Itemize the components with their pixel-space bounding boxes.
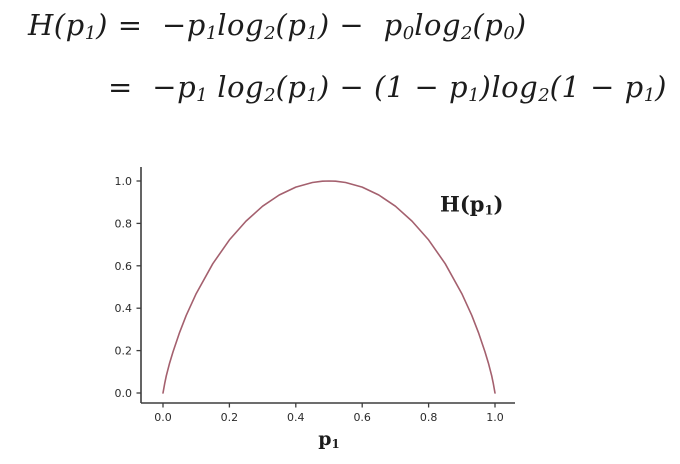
y-tick-label: 1.0	[115, 175, 133, 188]
entropy-curve	[162, 180, 496, 394]
y-tick-label: 0.8	[115, 217, 133, 230]
entropy-chart-svg: 0.0 0.2 0.4 0.6 0.8 1.0 0.0 0.2 0.4 0.6 0.8 1.0 p1 H(…	[115, 167, 515, 451]
entropy-formula-line-1: H(p1) = −p1log2(p1) − p0log2(p0)	[28, 8, 527, 44]
x-tick-label: 0.0	[154, 411, 172, 424]
entropy-chart: 0.0 0.2 0.4 0.6 0.8 1.0 0.0 0.2 0.4 0.6 0.8 1.0 p1 H(…	[90, 150, 560, 460]
y-tick-label: 0.0	[115, 387, 133, 400]
x-tick-label: 1.0	[486, 411, 504, 424]
x-axis-label: p1	[318, 428, 339, 451]
y-tick-label: 0.6	[115, 260, 133, 273]
y-tick-label: 0.2	[115, 345, 133, 358]
x-tick-label: 0.4	[287, 411, 305, 424]
y-tick-label: 0.4	[115, 302, 133, 315]
x-tick-label: 0.2	[221, 411, 239, 424]
entropy-formula-line-2: = −p1 log2(p1) − (1 − p1)log2(1 − p1)	[108, 70, 667, 106]
x-tick-label: 0.8	[420, 411, 438, 424]
chart-annotation: H(p1)	[440, 191, 503, 218]
x-tick-label: 0.6	[353, 411, 371, 424]
